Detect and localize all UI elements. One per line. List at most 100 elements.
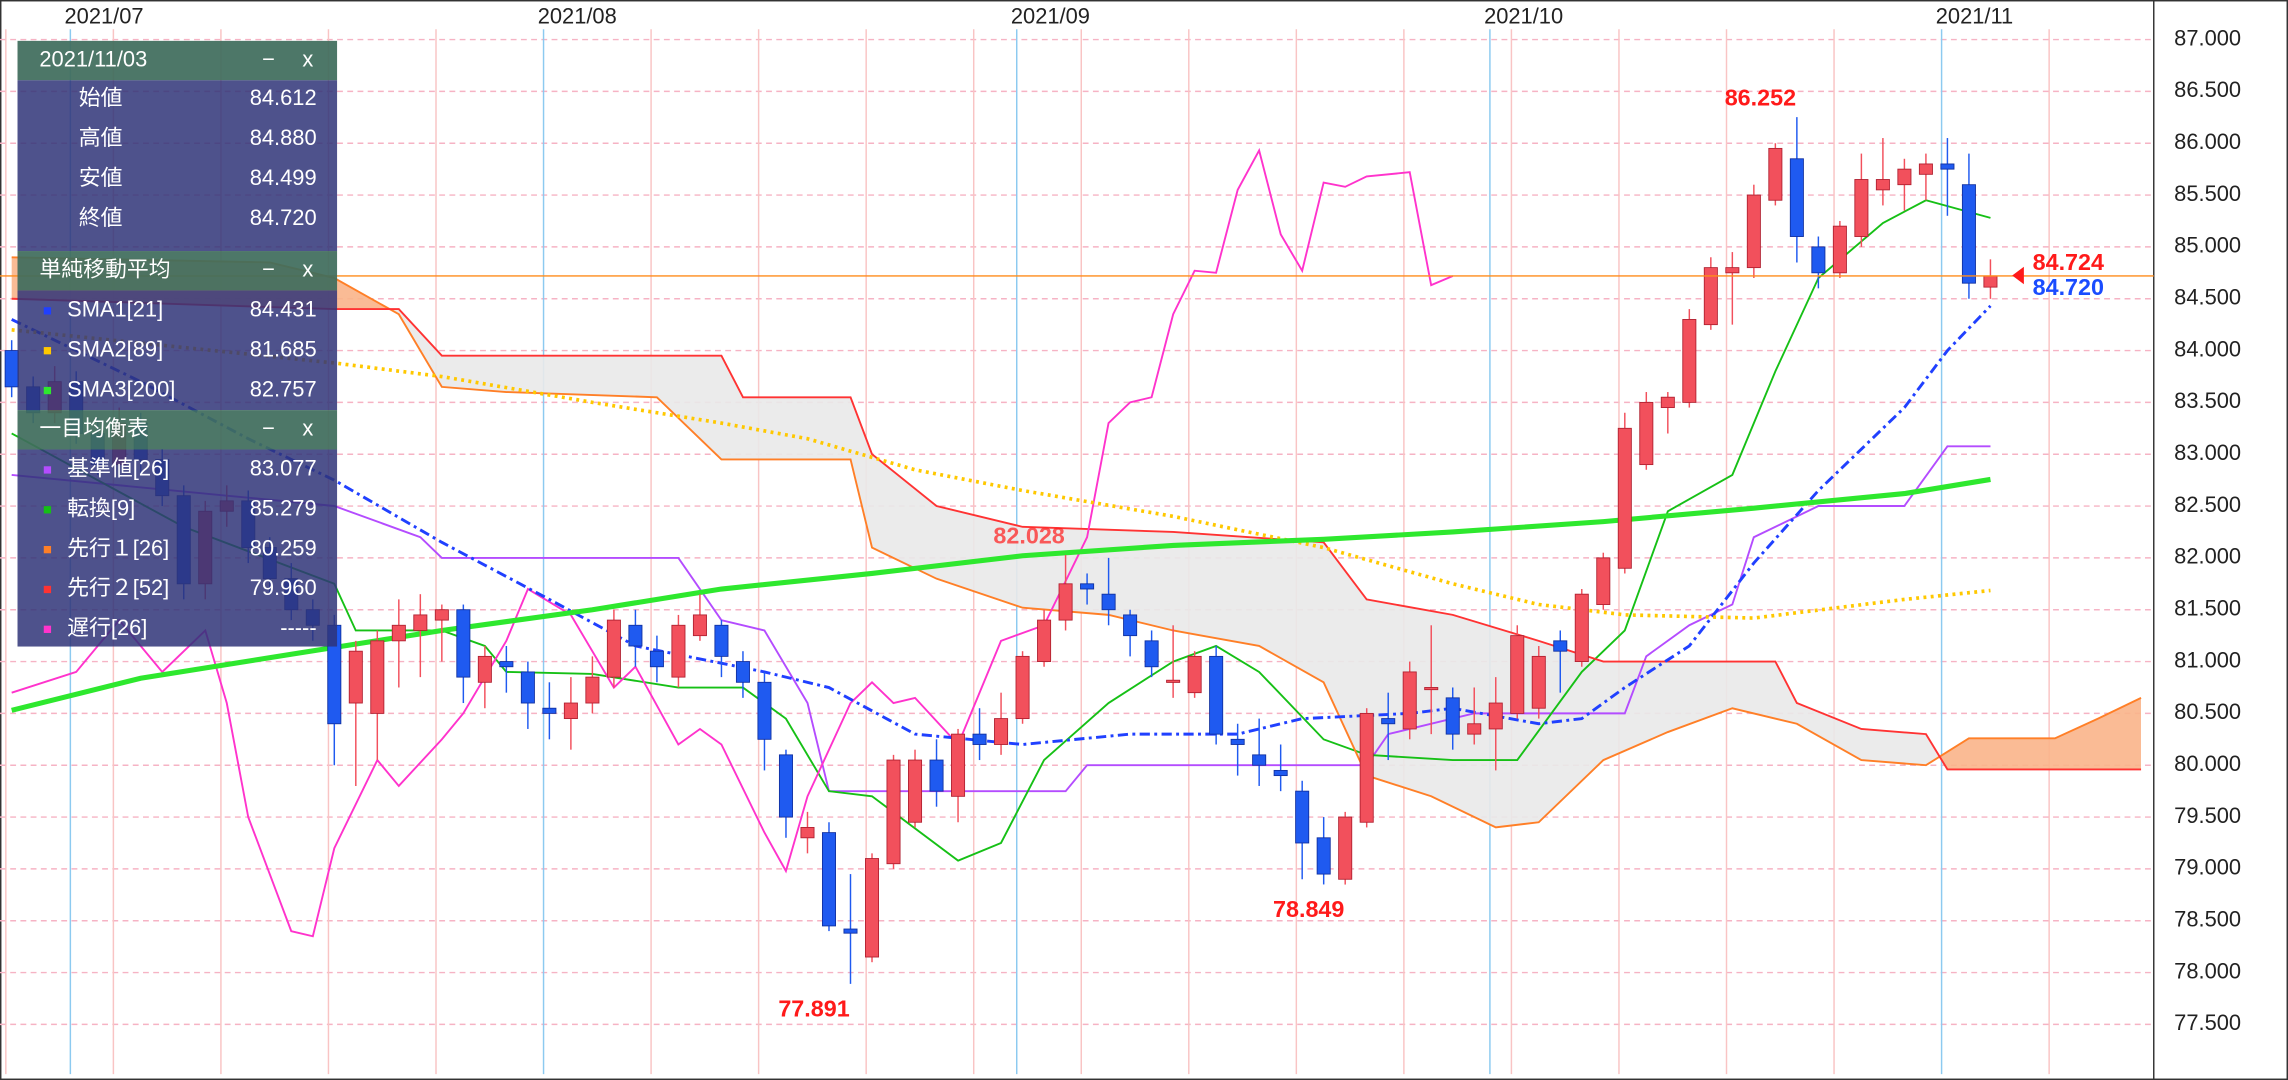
y-tick-label: 79.000 xyxy=(2174,855,2241,880)
y-tick-label: 82.500 xyxy=(2174,492,2241,517)
ohlc-label: 高値 xyxy=(79,125,123,150)
candle-body xyxy=(1316,837,1331,875)
panel-title: 2021/11/03 xyxy=(39,46,147,71)
indicator-line xyxy=(11,256,2142,829)
candle-body xyxy=(1467,723,1482,735)
candle-body xyxy=(1488,702,1503,730)
minimize-button[interactable]: − xyxy=(262,257,275,282)
candle-body xyxy=(1875,179,1890,191)
candle-body xyxy=(1101,593,1116,611)
minimize-button[interactable]: − xyxy=(262,46,275,71)
y-tick-label: 81.000 xyxy=(2174,647,2241,672)
candle-body xyxy=(1811,246,1826,274)
candle-body xyxy=(348,650,363,704)
price-arrow xyxy=(2012,266,2024,285)
candle-body xyxy=(1682,319,1697,403)
legend-value: ----- xyxy=(280,615,316,640)
candle-body xyxy=(456,609,471,678)
cloud-bearish xyxy=(11,298,2142,828)
x-tick-label: 2021/10 xyxy=(1484,3,1563,28)
legend-label: 転換[9] xyxy=(67,496,135,521)
legend-value: 81.685 xyxy=(250,336,317,361)
candle-body xyxy=(606,619,621,678)
ohlc-label: 安値 xyxy=(79,165,123,190)
extreme-label: 82.028 xyxy=(993,523,1064,549)
extreme-label: 78.849 xyxy=(1273,896,1344,922)
y-tick-label: 79.500 xyxy=(2174,803,2241,828)
legend-label: 先行１[26] xyxy=(67,535,169,560)
extreme-label: 77.891 xyxy=(778,995,849,1021)
candle-body xyxy=(865,858,880,958)
candle-body xyxy=(1424,687,1439,691)
panel-body xyxy=(17,290,338,411)
candle-body xyxy=(1402,671,1417,730)
close-button[interactable]: x xyxy=(302,46,313,71)
legend-label: 基準値[26] xyxy=(67,456,169,481)
candle-body xyxy=(1703,267,1718,326)
y-tick-label: 83.500 xyxy=(2174,388,2241,413)
y-tick-label: 83.000 xyxy=(2174,440,2241,465)
panel-header xyxy=(17,251,338,291)
info-panel: 2021/11/03 − x 始値 84.612 高値 84.880 安値 84.499 終値 84… xyxy=(17,40,338,647)
candle-body xyxy=(1144,640,1159,668)
close-button[interactable]: x xyxy=(302,416,313,441)
candle-body xyxy=(1209,655,1224,735)
candle-body xyxy=(1123,614,1138,637)
legend-label: SMA3[200] xyxy=(67,376,175,401)
y-tick-label: 86.500 xyxy=(2174,77,2241,102)
candle-body xyxy=(757,681,772,740)
panel-body xyxy=(17,80,338,252)
candle-body xyxy=(1596,557,1611,605)
candle-body xyxy=(1510,635,1525,714)
candle-body xyxy=(1639,401,1654,466)
legend-swatch xyxy=(43,545,52,554)
candle-body xyxy=(1897,168,1912,186)
panel-body xyxy=(17,449,338,647)
indicator-line xyxy=(11,199,1991,862)
x-tick-label: 2021/07 xyxy=(65,3,144,28)
close-button[interactable]: x xyxy=(302,257,313,282)
legend-swatch xyxy=(43,585,52,594)
y-tick-label: 81.500 xyxy=(2174,596,2241,621)
legend-swatch xyxy=(43,625,52,633)
legend-label: SMA1[21] xyxy=(67,297,163,322)
candle-body xyxy=(735,661,750,683)
candle-body xyxy=(692,614,707,637)
candle-body xyxy=(1617,427,1632,569)
legend-value: 85.279 xyxy=(250,496,317,521)
candle-body xyxy=(370,640,385,714)
ohlc-value: 84.499 xyxy=(250,165,317,190)
y-tick-label: 85.000 xyxy=(2174,233,2241,258)
legend-swatch xyxy=(43,386,52,395)
legend-swatch xyxy=(43,466,52,474)
indicator-line xyxy=(11,147,1454,938)
legend-value: 83.077 xyxy=(250,456,317,481)
candle-body xyxy=(563,702,578,720)
candle-body xyxy=(499,661,514,668)
panel-title: 単純移動平均 xyxy=(39,257,170,282)
candle-body xyxy=(1832,225,1847,274)
candle-body xyxy=(671,624,686,678)
legend-label: 遅行[26] xyxy=(67,615,147,640)
candle-body xyxy=(1187,655,1202,694)
candle-body xyxy=(1940,163,1955,170)
candle-body xyxy=(542,707,557,714)
candle-body xyxy=(1080,583,1095,590)
candle-body xyxy=(1725,267,1740,274)
y-tick-label: 84.000 xyxy=(2174,336,2241,361)
minimize-button[interactable]: − xyxy=(262,416,275,441)
price-label: 84.720 xyxy=(2033,274,2104,300)
candle-body xyxy=(821,832,836,927)
ohlc-value: 84.612 xyxy=(250,85,317,110)
candle-body xyxy=(929,759,944,792)
candle-body xyxy=(1338,816,1353,880)
legend-swatch xyxy=(43,347,52,355)
legend-value: 84.431 xyxy=(250,297,317,322)
indicator-line xyxy=(11,297,2142,771)
candle-body xyxy=(1058,583,1073,621)
candle-body xyxy=(714,624,729,657)
x-tick-label: 2021/08 xyxy=(538,3,617,28)
candle-body xyxy=(585,676,600,704)
candle-body xyxy=(1918,163,1933,175)
candle-body xyxy=(1230,738,1245,745)
